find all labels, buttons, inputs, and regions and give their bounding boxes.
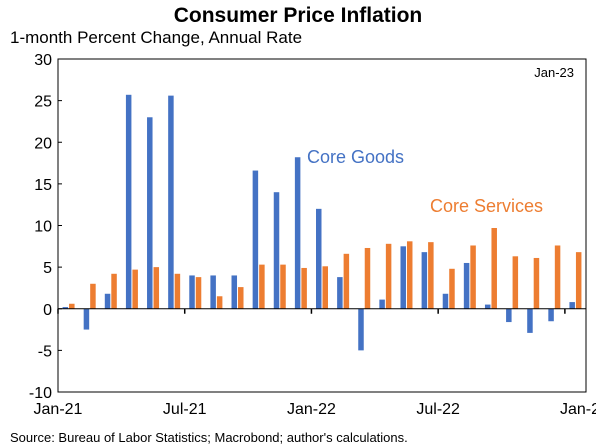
core-services-bar (132, 269, 138, 309)
core-goods-bar (125, 94, 132, 309)
core-services-bar (575, 252, 582, 309)
y-tick-label: 30 (34, 52, 52, 69)
core-goods-bar (273, 192, 280, 309)
core-goods-bar (379, 299, 385, 309)
core-services-bar (533, 257, 540, 309)
core-services-bar (90, 283, 96, 309)
core-services-bar (195, 277, 202, 309)
core-services-bar (111, 273, 117, 309)
core-goods-bar (337, 277, 343, 309)
core-goods-bar (569, 302, 575, 309)
core-goods-bar (358, 308, 364, 351)
core-services-bar (406, 241, 413, 309)
core-goods-bar (231, 275, 238, 309)
core-goods-bar (62, 307, 69, 309)
core-goods-bar (442, 293, 449, 309)
core-services-bar (491, 227, 497, 309)
core-goods-bar (506, 308, 512, 323)
x-tick-label: Jul-22 (416, 401, 460, 418)
core-services-bar (364, 247, 371, 309)
core-services-bar (554, 245, 561, 309)
core-goods-bar (484, 304, 491, 309)
core-services-bar (174, 273, 181, 309)
core-services-bar (280, 264, 286, 309)
core-services-bar (238, 287, 244, 309)
core-goods-bar (294, 157, 301, 309)
core-services-bar (470, 245, 476, 309)
core-goods-label: Core Goods (307, 147, 404, 167)
chart-subtitle: 1-month Percent Change, Annual Rate (10, 28, 303, 47)
y-tick-label: 10 (34, 219, 52, 236)
core-goods-bar (400, 246, 406, 309)
core-goods-bar (104, 293, 111, 309)
y-tick-label: 25 (34, 94, 52, 111)
x-tick-label: Jan-21 (34, 401, 83, 418)
core-goods-bar (168, 95, 174, 309)
core-services-bar (428, 242, 434, 309)
y-tick-label: 5 (43, 260, 52, 277)
core-services-bar (343, 253, 350, 309)
core-services-bar (449, 268, 455, 309)
core-goods-bar (252, 170, 259, 309)
core-services-bar (153, 267, 160, 309)
core-goods-bar (527, 308, 533, 333)
core-goods-bar (316, 208, 322, 309)
core-goods-bar (189, 275, 195, 309)
core-services-bar (259, 264, 265, 309)
core-goods-bar (421, 252, 428, 309)
core-goods-bar (147, 117, 153, 309)
chart-title: Consumer Price Inflation (173, 4, 423, 27)
core-services-bar (322, 266, 328, 309)
x-tick-label: Jul-21 (163, 401, 207, 418)
core-goods-bar (83, 308, 90, 330)
y-tick-label: 0 (43, 302, 52, 319)
core-goods-bar (548, 308, 554, 322)
core-services-bar (301, 267, 307, 309)
y-tick-label: -10 (29, 385, 52, 402)
y-tick-label: 20 (34, 135, 52, 152)
core-services-label: Core Services (430, 196, 543, 216)
y-tick-label: -5 (38, 343, 52, 360)
core-goods-bar (463, 262, 470, 309)
core-goods-bar (210, 275, 216, 309)
date-label: Jan-23 (534, 65, 574, 80)
x-tick-label: Jan-23 (560, 401, 596, 418)
x-tick-label: Jan-22 (287, 401, 336, 418)
y-tick-label: 15 (34, 177, 52, 194)
source-note: Source: Bureau of Labor Statistics; Macr… (10, 430, 408, 445)
core-services-bar (69, 303, 75, 309)
plot-area-frame (57, 58, 587, 393)
core-services-bar (512, 256, 519, 309)
core-services-bar (385, 243, 392, 309)
core-services-bar (216, 296, 223, 309)
